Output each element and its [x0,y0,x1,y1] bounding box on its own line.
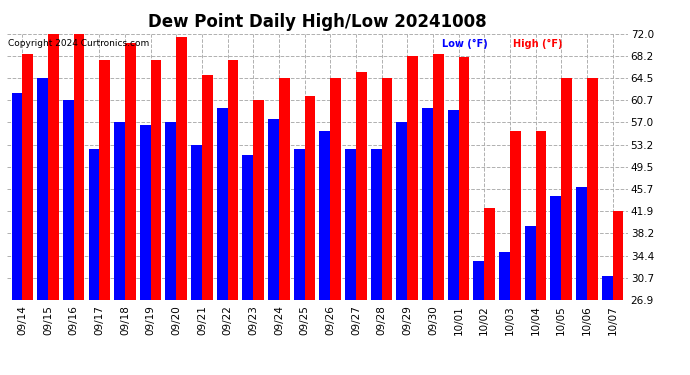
Bar [356,72,366,300]
Text: High (°F): High (°F) [513,39,562,49]
Bar [561,78,572,300]
Bar [602,276,613,300]
Bar [433,54,444,300]
Bar [242,155,253,300]
Bar [12,93,22,300]
Bar [125,43,136,300]
Bar [202,75,213,300]
Bar [613,211,623,300]
Bar [268,119,279,300]
Bar [114,122,125,300]
Bar [150,60,161,300]
Bar [294,149,304,300]
Bar [499,252,510,300]
Bar [331,78,341,300]
Bar [371,149,382,300]
Bar [279,78,290,300]
Bar [166,122,176,300]
Bar [535,131,546,300]
Bar [576,187,586,300]
Bar [22,54,33,300]
Bar [74,34,84,300]
Bar [304,96,315,300]
Bar [407,56,418,300]
Bar [382,78,393,300]
Bar [510,131,521,300]
Bar [253,100,264,300]
Bar [48,34,59,300]
Bar [176,37,187,300]
Bar [345,149,356,300]
Bar [63,100,74,300]
Bar [586,78,598,300]
Bar [473,261,484,300]
Bar [140,125,150,300]
Bar [397,122,407,300]
Bar [37,78,48,300]
Bar [228,60,238,300]
Text: Copyright 2024 Curtronics.com: Copyright 2024 Curtronics.com [8,39,150,48]
Bar [99,60,110,300]
Bar [422,108,433,300]
Bar [484,208,495,300]
Bar [88,149,99,300]
Bar [448,111,459,300]
Bar [524,226,535,300]
Title: Dew Point Daily High/Low 20241008: Dew Point Daily High/Low 20241008 [148,13,486,31]
Bar [217,108,228,300]
Text: Low (°F): Low (°F) [442,39,487,49]
Bar [191,145,202,300]
Bar [551,196,561,300]
Bar [319,131,331,300]
Bar [459,57,469,300]
